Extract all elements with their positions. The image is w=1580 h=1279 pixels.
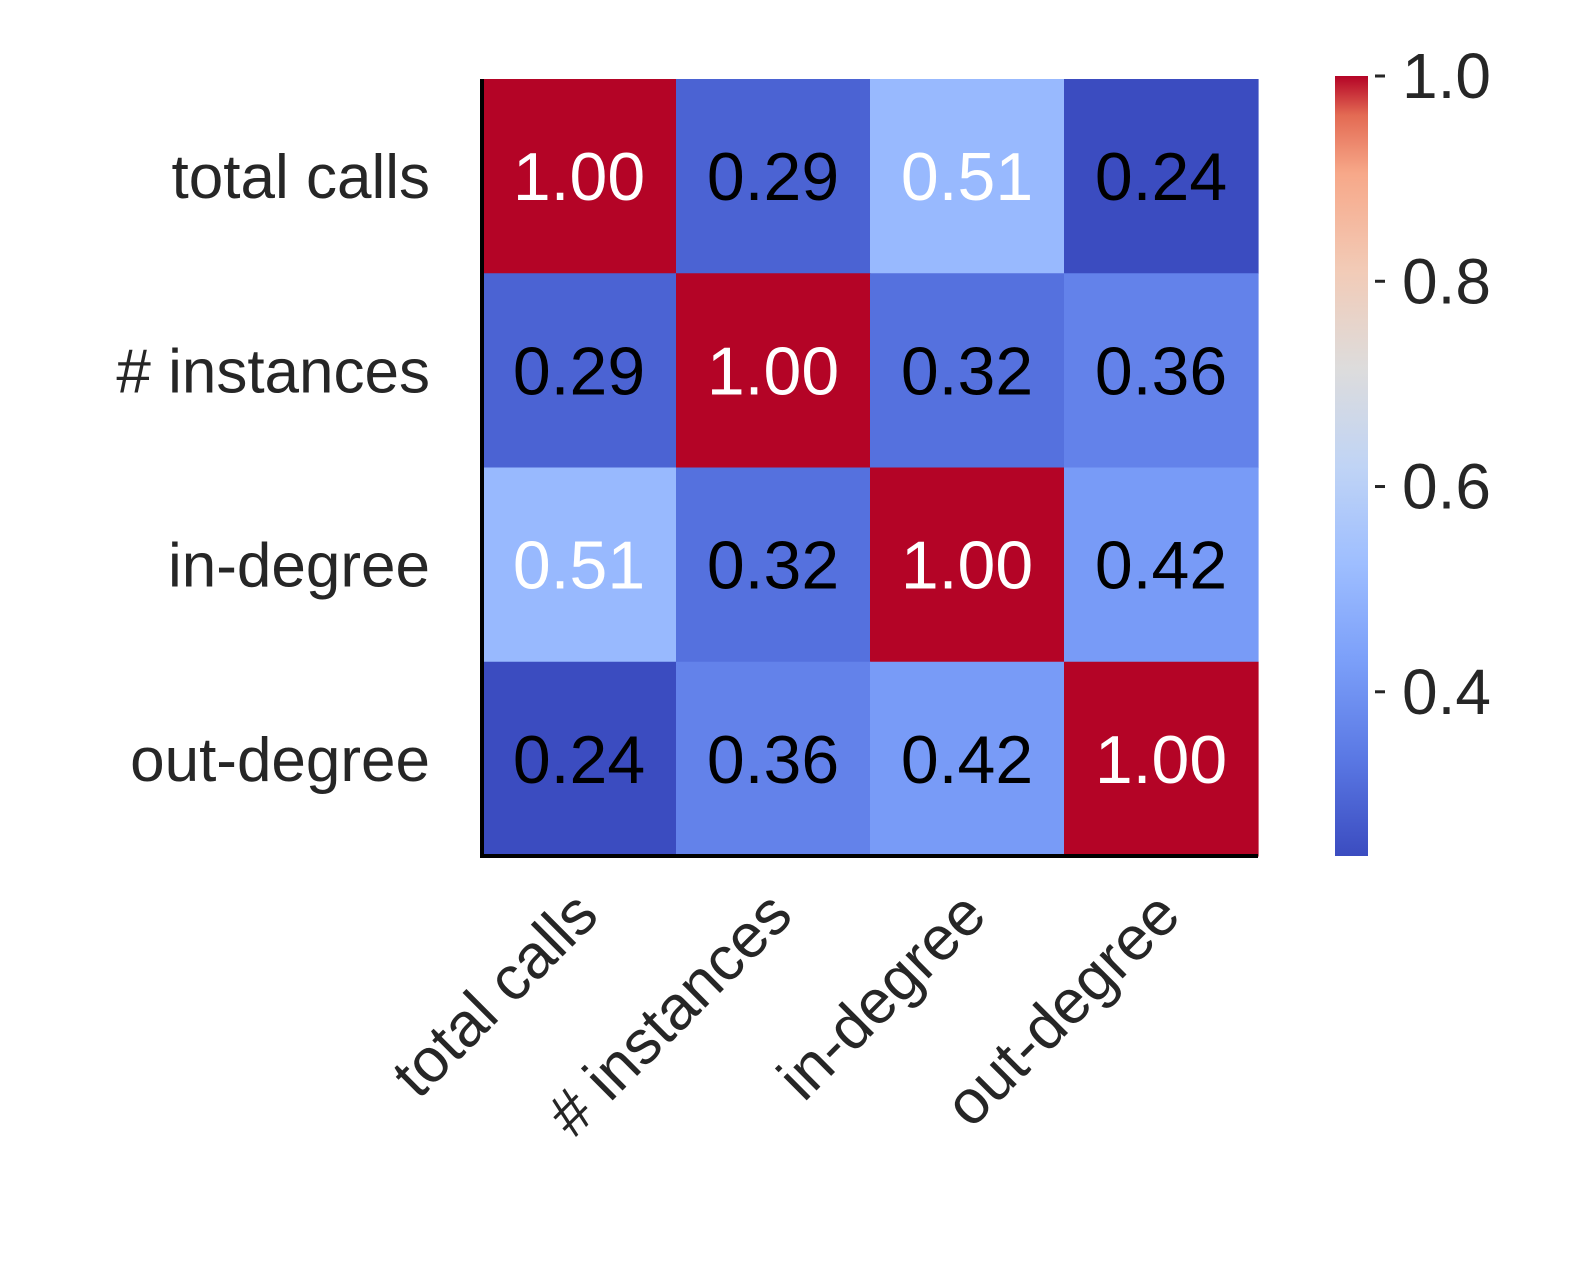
heatmap-cell <box>1064 661 1259 857</box>
heatmap-axes <box>480 79 1258 858</box>
heatmap-cell <box>870 467 1065 663</box>
cell-value-label: 0.42 <box>901 722 1033 798</box>
heatmap-cell <box>482 661 677 857</box>
cell-value-label: 0.32 <box>901 333 1033 409</box>
colorbar-tick-label: 0.4 <box>1402 656 1491 728</box>
heatmap-cell <box>676 661 871 857</box>
cell-value-label: 0.51 <box>901 139 1033 215</box>
cell-value-label: 1.00 <box>901 528 1033 604</box>
y-tick-labels: total calls # instances in-degree out-degre… <box>116 143 430 795</box>
cell-annotations: 1.00 0.29 0.51 0.24 0.29 1.00 0.32 0.36 0.51 0.32… <box>513 139 1227 798</box>
heatmap-cell <box>676 79 871 274</box>
cell-value-label: 0.29 <box>513 333 645 409</box>
y-tick-label: out-degree <box>130 726 430 795</box>
x-tick-labels: total calls# instancesin-degreeout-degre… <box>379 879 1193 1150</box>
y-tick-label: total calls <box>172 143 430 212</box>
cell-value-label: 0.42 <box>1095 528 1227 604</box>
cell-value-label: 0.32 <box>707 528 839 604</box>
y-tick-label: in-degree <box>168 532 430 601</box>
heatmap-cell <box>676 273 871 469</box>
heatmap-cell <box>870 79 1065 274</box>
heatmap-cell <box>1064 79 1259 274</box>
heatmap-cell <box>482 467 677 663</box>
heatmap-cells <box>482 79 1259 857</box>
heatmap-cell <box>870 661 1065 857</box>
cell-value-label: 0.36 <box>1095 333 1227 409</box>
colorbar: 0.4 0.6 0.8 1.0 <box>1335 40 1491 856</box>
colorbar-tick-label: 0.6 <box>1402 451 1491 523</box>
heatmap-cell <box>1064 273 1259 469</box>
cell-value-label: 1.00 <box>513 139 645 215</box>
colorbar-tick-label: 1.0 <box>1402 40 1491 112</box>
colorbar-gradient <box>1335 76 1368 856</box>
heatmap-cell <box>482 273 677 469</box>
colorbar-tick-label: 0.8 <box>1402 245 1491 317</box>
cell-value-label: 0.29 <box>707 139 839 215</box>
heatmap-cell <box>482 79 677 274</box>
cell-value-label: 1.00 <box>707 333 839 409</box>
y-tick-label: # instances <box>116 337 430 406</box>
cell-value-label: 1.00 <box>1095 722 1227 798</box>
heatmap-cell <box>676 467 871 663</box>
cell-value-label: 0.24 <box>513 722 645 798</box>
heatmap-cell <box>870 273 1065 469</box>
cell-value-label: 0.36 <box>707 722 839 798</box>
heatmap-cell <box>1064 467 1259 663</box>
cell-value-label: 0.51 <box>513 528 645 604</box>
cell-value-label: 0.24 <box>1095 139 1227 215</box>
